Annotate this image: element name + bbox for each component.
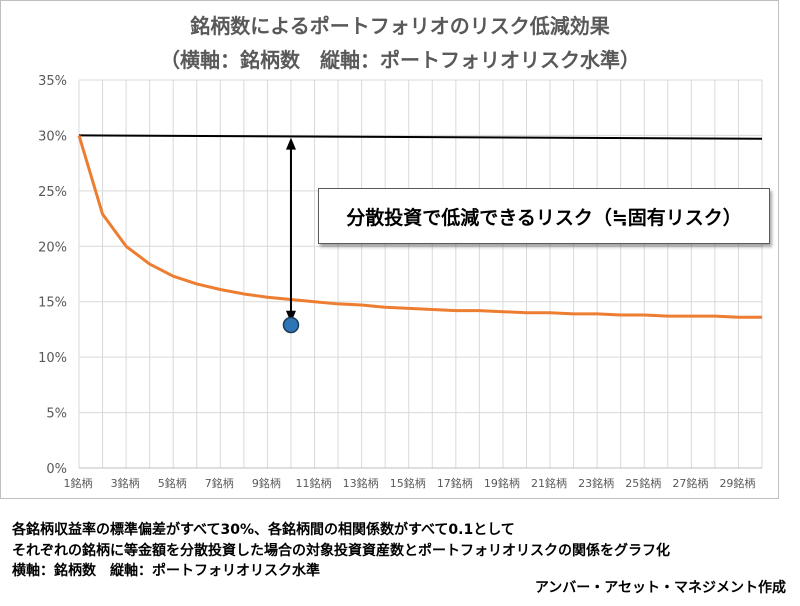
x-tick-label: 19銘柄 [484, 476, 520, 490]
annotation-text: 分散投資で低減できるリスク（≒固有リスク） [346, 206, 742, 229]
y-tick-label: 25% [38, 185, 67, 200]
credit-text: アンバー・アセット・マネジメント作成 [534, 580, 786, 596]
x-tick-label: 1銘柄 [64, 476, 93, 490]
x-tick-label: 27銘柄 [672, 476, 708, 490]
y-tick-label: 0% [46, 462, 67, 477]
note-line-3: 横軸：銘柄数 縦軸：ポートフォリオリスク水準 [12, 563, 320, 579]
data-point-marker [282, 316, 300, 334]
chart-subtitle: （横軸：銘柄数 縦軸：ポートフォリオリスク水準） [160, 48, 640, 72]
note-line-2: それぞれの銘柄に等金額を分散投資した場合の対象投資資産数とポートフォリオリスクの… [12, 543, 670, 559]
x-tick-label: 11銘柄 [296, 476, 332, 490]
x-tick-label: 9銘柄 [252, 476, 281, 490]
y-tick-label: 20% [38, 240, 67, 255]
y-tick-label: 30% [38, 129, 67, 144]
y-tick-label: 10% [38, 351, 67, 366]
chart-frame [0, 0, 779, 499]
note-line-1: 各銘柄収益率の標準偏差がすべて30%、各銘柄間の相関係数がすべて0.1として [12, 522, 515, 538]
x-tick-label: 13銘柄 [343, 476, 379, 490]
x-tick-label: 5銘柄 [158, 476, 187, 490]
y-tick-label: 35% [38, 74, 67, 89]
x-tick-label: 7銘柄 [205, 476, 234, 490]
x-tick-label: 23銘柄 [578, 476, 614, 490]
x-tick-label: 29銘柄 [719, 476, 755, 490]
x-tick-label: 3銘柄 [111, 476, 140, 490]
x-tick-label: 17銘柄 [437, 476, 473, 490]
x-tick-label: 15銘柄 [390, 476, 426, 490]
x-tick-label: 25銘柄 [625, 476, 661, 490]
x-tick-label: 21銘柄 [531, 476, 567, 490]
y-tick-label: 15% [38, 296, 67, 311]
risk-reduction-chart: 0% 5% 10% 15% 20% 25% 30% 35% 1銘柄 3銘柄 5銘柄 7銘柄 9銘柄 11銘… [38, 74, 763, 490]
chart-title: 銘柄数によるポートフォリオのリスク低減効果 [190, 14, 610, 38]
arrow-head-up [285, 137, 296, 150]
series-line-portfolio-risk [77, 134, 762, 319]
series-line-total-risk [78, 134, 763, 140]
y-tick-label: 5% [46, 407, 67, 422]
annotation-callout: 分散投資で低減できるリスク（≒固有リスク） [318, 188, 770, 244]
